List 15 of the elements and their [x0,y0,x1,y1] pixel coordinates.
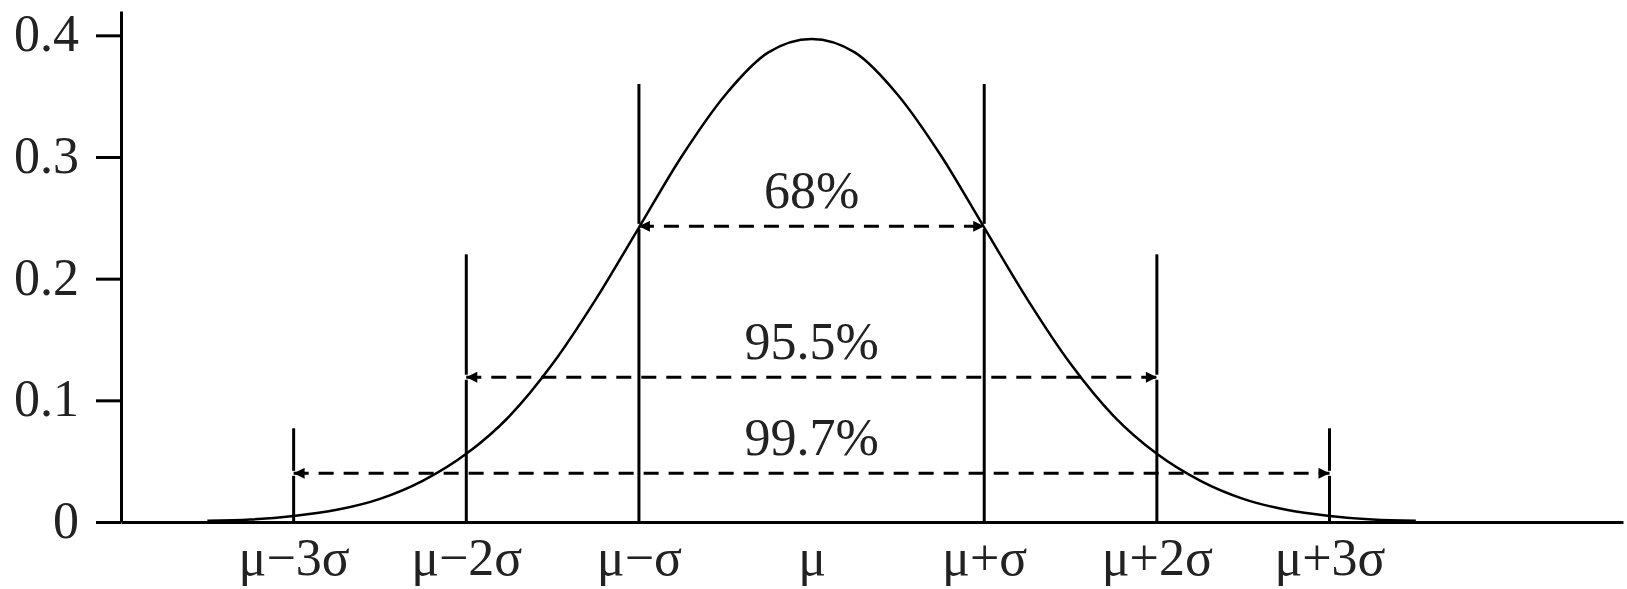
x-tick-label: μ+3σ [1274,528,1386,586]
annotation: 99.7% [744,409,879,467]
x-tick-label: μ [798,528,827,586]
y-tick-label: 0.1 [14,370,79,428]
x-tick-label: μ+σ [942,528,1028,586]
y-tick-label: 0.4 [14,5,79,63]
annotation: 68% [763,162,860,220]
annotation: 95.5% [744,313,879,371]
x-tick-label: μ−3σ [238,528,350,586]
x-tick-label: μ+2σ [1101,528,1213,586]
y-tick-label: 0.2 [14,248,79,306]
y-tick-label: 0.3 [14,127,79,185]
x-tick-label: μ−2σ [411,528,523,586]
x-tick-label: μ−σ [596,528,683,586]
y-tick-label: 0 [53,492,79,550]
